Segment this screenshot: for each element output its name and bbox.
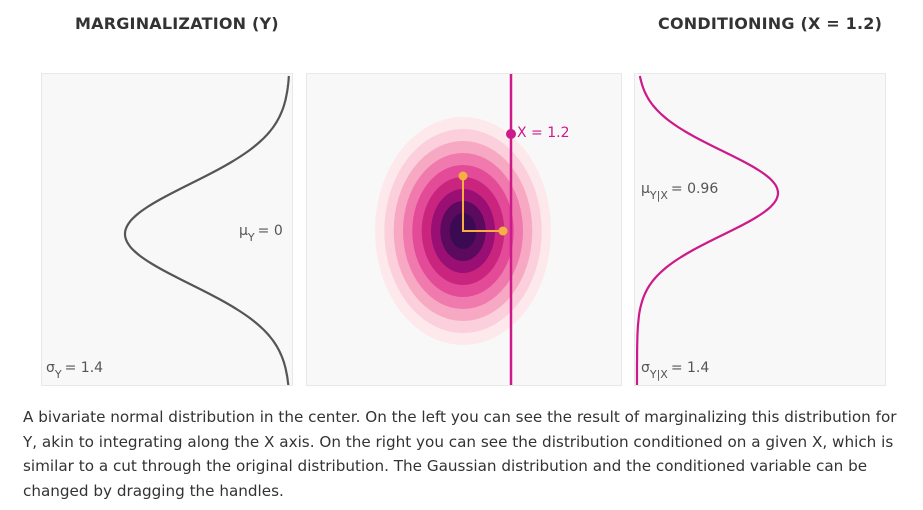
figure-caption: A bivariate normal distribution in the c… xyxy=(23,408,897,500)
conditioning-x-handle[interactable] xyxy=(506,129,516,139)
covariance-handle-lines xyxy=(462,176,503,232)
conditioning-x-label: X = 1.2 xyxy=(517,125,570,141)
conditional-density-curve xyxy=(635,75,780,385)
conditional-panel: μY|X = 0.96 σY|X = 1.4 xyxy=(634,73,886,386)
mu-y-label: μY = 0 xyxy=(239,223,283,244)
sigma-x-handle[interactable] xyxy=(498,226,508,236)
mu-y-given-x-label: μY|X = 0.96 xyxy=(641,181,718,202)
marginal-panel: μY = 0 σY = 1.4 xyxy=(41,73,293,386)
sigma-y-label: σY = 1.4 xyxy=(46,360,103,381)
sigma-y-given-x-label: σY|X = 1.4 xyxy=(641,360,709,381)
conditioning-heading: CONDITIONING (X = 1.2) xyxy=(658,14,883,33)
bivariate-panel[interactable]: X = 1.2 xyxy=(306,73,622,386)
sigma-y-handle[interactable] xyxy=(458,171,468,181)
marginal-density-curve xyxy=(123,75,290,385)
marginalization-heading: MARGINALIZATION (Y) xyxy=(75,14,279,33)
covariance-handles[interactable] xyxy=(458,171,508,236)
